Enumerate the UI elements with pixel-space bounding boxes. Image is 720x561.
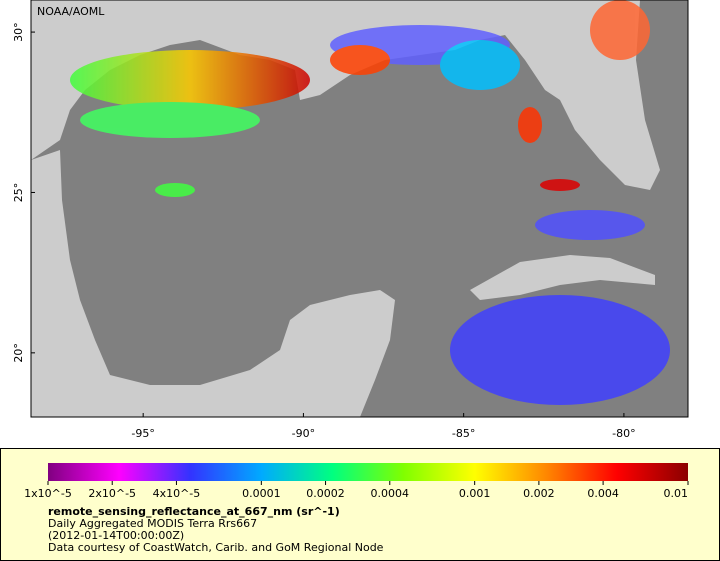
lat-tick-label: 20° xyxy=(12,343,25,363)
colorbar-tick-label: 0.004 xyxy=(587,487,619,500)
colorbar-tick-label: 1x10^-5 xyxy=(24,487,72,500)
legend-dataset: Daily Aggregated MODIS Terra Rrs667 xyxy=(48,517,257,530)
map-frame xyxy=(30,0,689,418)
legend-credit: Data courtesy of CoastWatch, Carib. and … xyxy=(48,541,384,554)
colorbar xyxy=(48,463,688,481)
colorbar-tick-label: 0.002 xyxy=(523,487,555,500)
colorbar-tick-label: 4x10^-5 xyxy=(153,487,201,500)
lon-tick-label: -85° xyxy=(452,427,475,440)
legend-time: (2012-01-14T00:00:00Z) xyxy=(48,529,184,542)
legend-variable: remote_sensing_reflectance_at_667_nm (sr… xyxy=(48,505,340,518)
data-patches xyxy=(70,0,670,405)
lon-tick-label: -80° xyxy=(612,427,635,440)
colorbar-tick-label: 0.01 xyxy=(664,487,689,500)
colorbar-tick-label: 0.0004 xyxy=(371,487,410,500)
colorbar-tick-label: 0.001 xyxy=(459,487,491,500)
lat-tick-label: 30° xyxy=(12,22,25,42)
colorbar-tick-label: 2x10^-5 xyxy=(88,487,136,500)
colorbar-tick-label: 0.0002 xyxy=(306,487,345,500)
lat-tick-label: 25° xyxy=(12,183,25,203)
lon-tick-label: -95° xyxy=(131,427,154,440)
lon-tick-label: -90° xyxy=(292,427,315,440)
land-mexico xyxy=(31,150,395,417)
attribution: NOAA/AOML xyxy=(37,5,105,18)
land-cuba xyxy=(470,255,655,300)
colorbar-tick-label: 0.0001 xyxy=(242,487,281,500)
map-area xyxy=(31,0,688,417)
